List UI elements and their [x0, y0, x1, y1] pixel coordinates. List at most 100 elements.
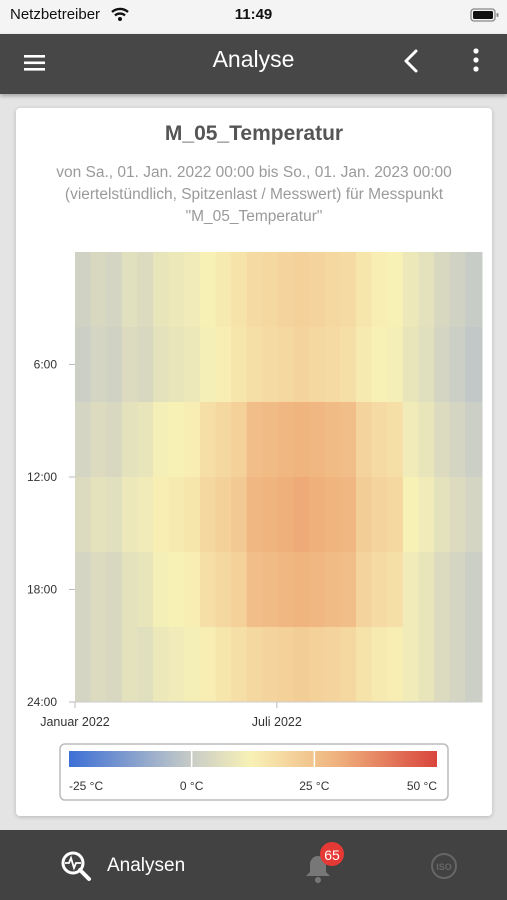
heatmap-cell: [293, 327, 310, 403]
x-tick-label: Juli 2022: [252, 715, 302, 729]
heatmap-cell: [121, 402, 138, 478]
heatmap-cell: [153, 327, 170, 403]
alarm-tab[interactable]: [300, 842, 360, 892]
svg-text:ISO: ISO: [436, 862, 452, 872]
heatmap-cell: [184, 627, 201, 703]
more-button[interactable]: [466, 46, 486, 76]
heatmap-cell: [75, 252, 92, 328]
heatmap-cell: [199, 552, 216, 628]
heatmap-cell: [402, 627, 419, 703]
chart-subtitle: von Sa., 01. Jan. 2022 00:00 bis So., 01…: [56, 164, 452, 225]
heatmap-cell: [465, 327, 483, 403]
heatmap-cell: [121, 627, 138, 703]
heatmap-cell: [137, 477, 154, 553]
heatmap-cell: [215, 477, 232, 553]
heatmap-cell: [434, 327, 451, 403]
heatmap-cell: [75, 327, 92, 403]
heatmap-cell: [153, 402, 170, 478]
y-tick-label: 12:00: [27, 470, 57, 484]
heatmap-cell: [324, 552, 341, 628]
colorbar-label: 25 °C: [299, 779, 329, 793]
heatmap-cell: [340, 327, 357, 403]
heatmap-cell: [449, 327, 466, 403]
heatmap-cell: [246, 627, 263, 703]
heatmap-cell: [309, 252, 326, 328]
heatmap-cell: [137, 252, 154, 328]
heatmap-cell: [371, 402, 388, 478]
wifi-icon: [111, 7, 129, 21]
back-button[interactable]: [400, 48, 422, 76]
heatmap-cell: [387, 477, 404, 553]
heatmap-cell: [465, 627, 483, 703]
heatmap-cell: [355, 552, 373, 628]
heatmap-cell: [199, 252, 216, 328]
heatmap-cell: [168, 627, 185, 703]
colorbar-label: 0 °C: [180, 779, 204, 793]
heatmap-cell: [449, 252, 466, 328]
heatmap-cell: [277, 627, 295, 703]
heatmap-cell: [355, 327, 373, 403]
heatmap-cell: [153, 552, 170, 628]
heatmap-cell: [75, 402, 92, 478]
heatmap-cell: [355, 252, 373, 328]
heatmap-cell: [465, 477, 483, 553]
heatmap-cell: [184, 402, 201, 478]
heatmap-cell: [231, 552, 248, 628]
heatmap-cell: [309, 552, 326, 628]
heatmap-cell: [309, 627, 326, 703]
heatmap-cell: [168, 327, 185, 403]
heatmap-cell: [324, 402, 341, 478]
heatmap-cell: [199, 327, 216, 403]
heatmap-cell: [153, 477, 170, 553]
heatmap-cell: [231, 252, 248, 328]
heatmap-cell: [340, 252, 357, 328]
heatmap-cell: [262, 252, 279, 328]
heatmap-cell: [355, 402, 373, 478]
heatmap-cell: [90, 477, 107, 553]
heatmap-cell: [371, 627, 388, 703]
heatmap-cell: [418, 552, 435, 628]
chart: 6:00 12:00 18:00 24:00 Januar 2022 Juli 2022 -…: [27, 252, 483, 801]
analysen-icon[interactable]: [60, 850, 94, 884]
heatmap-cell: [449, 627, 466, 703]
menu-button[interactable]: [22, 52, 48, 74]
heatmap-cell: [121, 552, 138, 628]
heatmap-cell: [262, 402, 279, 478]
heatmap-cell: [355, 627, 373, 703]
heatmap-cell: [434, 477, 451, 553]
carrier: Netzbetreiber: [10, 6, 101, 23]
heatmap-cell: [418, 627, 435, 703]
heatmap-cell: [231, 477, 248, 553]
heatmap-cell: [340, 627, 357, 703]
heatmap-cell: [121, 252, 138, 328]
heatmap-cell: [246, 552, 263, 628]
heatmap-cell: [106, 552, 123, 628]
y-tick-label: 6:00: [34, 358, 58, 372]
heatmap-cell: [449, 402, 466, 478]
analysen-tab[interactable]: Analysen: [107, 855, 186, 876]
bottom-nav: Analysen 65 ISO: [0, 830, 507, 900]
heatmap-cell: [371, 477, 388, 553]
heatmap-cell: [168, 552, 185, 628]
heatmap-cell: [402, 477, 419, 553]
iso-tab[interactable]: ISO: [430, 852, 458, 880]
heatmap-cell: [90, 252, 107, 328]
heatmap-cell: [371, 252, 388, 328]
heatmap-cell: [184, 477, 201, 553]
heatmap-cell: [75, 552, 92, 628]
heatmap-cell: [309, 327, 326, 403]
heatmap-cell: [324, 627, 341, 703]
heatmap-cell: [215, 252, 232, 328]
heatmap-cell: [402, 327, 419, 403]
heatmap-cell: [106, 327, 123, 403]
heatmap-cell: [434, 402, 451, 478]
heatmap-cell: [106, 477, 123, 553]
colorbar-label: 50 °C: [407, 779, 437, 793]
heatmap-cell: [434, 252, 451, 328]
heatmap-cell: [90, 627, 107, 703]
heatmap-cell: [106, 252, 123, 328]
heatmap-cell: [387, 252, 404, 328]
heatmap-cell: [387, 552, 404, 628]
heatmap-cell: [262, 552, 279, 628]
